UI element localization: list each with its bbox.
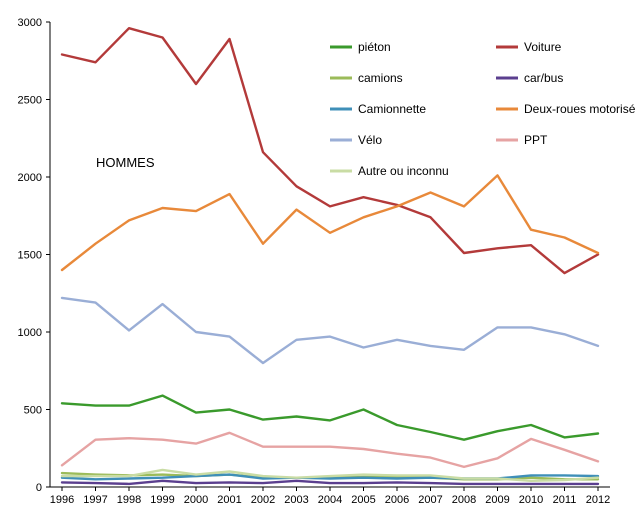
legend-label-6: Vélo: [358, 133, 382, 147]
x-tick-label: 1998: [117, 494, 141, 506]
x-tick-label: 2011: [553, 494, 577, 506]
x-tick-label: 1997: [83, 494, 107, 506]
x-tick-label: 2004: [318, 494, 342, 506]
legend-label-3: car/bus: [524, 71, 563, 85]
y-tick-label: 0: [36, 482, 42, 494]
legend-label-4: Camionnette: [358, 102, 426, 116]
x-tick-label: 2012: [586, 494, 610, 506]
x-tick-label: 1999: [150, 494, 174, 506]
y-tick-label: 1500: [18, 250, 42, 262]
y-tick-label: 1000: [18, 327, 42, 339]
x-tick-label: 2006: [385, 494, 409, 506]
x-tick-label: 2008: [452, 494, 476, 506]
series-line-5: [60, 174, 600, 272]
series-line-3: [60, 479, 600, 486]
x-tick-label: 2005: [351, 494, 375, 506]
x-tick-label: 2009: [485, 494, 509, 506]
x-tick-labels: 1996 1997 1998 1999 2000 2001 2002 2003 2004 2005…: [50, 487, 610, 506]
y-tick-label: 2500: [18, 95, 42, 107]
series-lines: [60, 27, 600, 486]
series-line-7: [60, 431, 600, 469]
x-tick-label: 2003: [284, 494, 308, 506]
y-tick-label: 3000: [18, 17, 42, 29]
legend-label-5: Deux-roues motorisé: [524, 102, 636, 116]
x-tick-label: 2010: [519, 494, 543, 506]
legend-label-8: Autre ou inconnu: [358, 164, 449, 178]
series-line-1: [60, 27, 600, 275]
y-tick-label: 2000: [18, 172, 42, 184]
series-line-0: [60, 394, 600, 441]
series-line-4: [60, 473, 600, 481]
legend: piéton Voiture camions car/bus Camionnette De…: [330, 40, 636, 178]
legend-label-1: Voiture: [524, 40, 562, 54]
series-line-8: [60, 468, 600, 482]
y-tick-label: 500: [24, 405, 42, 417]
series-line-6: [60, 296, 600, 365]
legend-label-7: PPT: [524, 133, 548, 147]
x-tick-label: 2001: [217, 494, 241, 506]
x-tick-label: 2002: [251, 494, 275, 506]
legend-label-2: camions: [358, 71, 403, 85]
y-tick-labels: 0 500 1000 1500 2000 2500 3000: [18, 17, 50, 494]
x-tick-label: 2000: [184, 494, 208, 506]
legend-label-0: piéton: [358, 40, 391, 54]
x-tick-label: 2007: [418, 494, 442, 506]
x-tick-label: 1996: [50, 494, 74, 506]
chart-annotation: HOMMES: [96, 155, 155, 170]
